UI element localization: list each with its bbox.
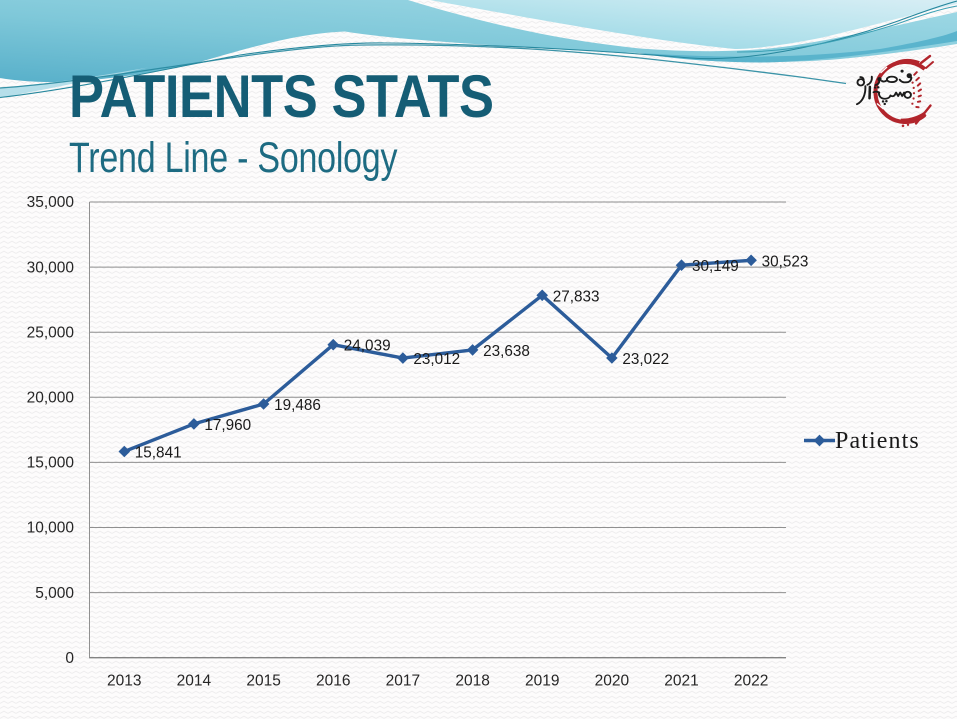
svg-text:2021: 2021 [664, 673, 698, 690]
svg-text:5,000: 5,000 [35, 585, 74, 602]
svg-text:30,149: 30,149 [692, 258, 739, 275]
svg-text:23,012: 23,012 [413, 351, 460, 368]
svg-text:2015: 2015 [246, 673, 280, 690]
svg-text:10,000: 10,000 [27, 520, 75, 537]
svg-text:35,000: 35,000 [27, 194, 75, 211]
svg-text:2018: 2018 [455, 673, 489, 690]
svg-text:30,000: 30,000 [27, 259, 75, 276]
svg-text:2016: 2016 [316, 673, 350, 690]
svg-text:2017: 2017 [386, 673, 420, 690]
svg-text:17,960: 17,960 [204, 417, 251, 434]
svg-text:0: 0 [65, 650, 74, 667]
svg-text:15,841: 15,841 [135, 445, 182, 462]
svg-text:19,486: 19,486 [274, 397, 321, 414]
svg-text:30,523: 30,523 [762, 253, 809, 270]
svg-text:Patients: Patients [835, 428, 920, 454]
svg-text:15,000: 15,000 [27, 455, 75, 472]
svg-text:24,039: 24,039 [344, 338, 391, 355]
svg-text:2013: 2013 [107, 673, 141, 690]
svg-text:27,833: 27,833 [553, 288, 600, 305]
svg-text:23,638: 23,638 [483, 343, 530, 360]
svg-text:20,000: 20,000 [27, 390, 75, 407]
svg-text:25,000: 25,000 [27, 324, 75, 341]
svg-text:2022: 2022 [734, 673, 768, 690]
svg-text:2019: 2019 [525, 673, 559, 690]
svg-text:2014: 2014 [177, 673, 212, 690]
svg-text:2020: 2020 [595, 673, 630, 690]
svg-text:23,022: 23,022 [622, 351, 669, 368]
